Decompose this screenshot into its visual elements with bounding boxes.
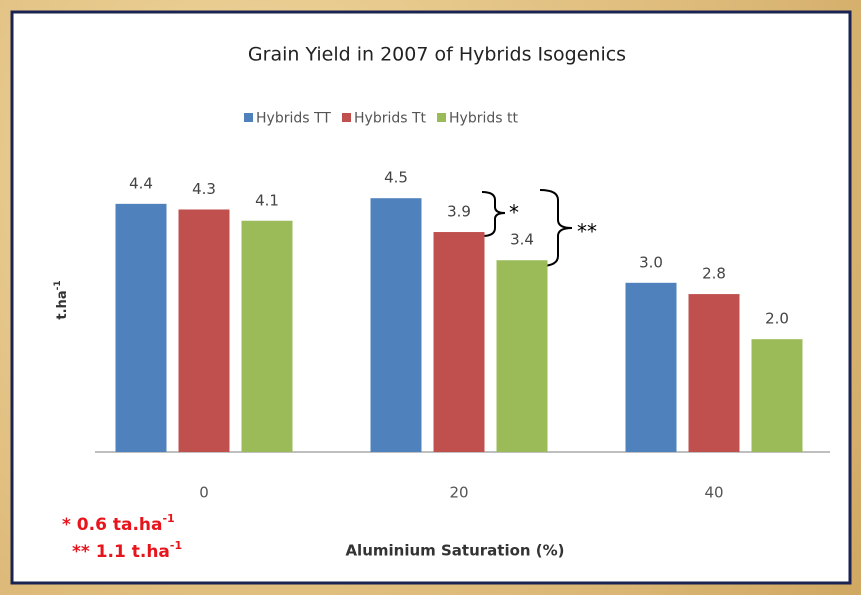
annotation: * 0.6 ta.ha-1 (62, 512, 175, 536)
data-label: 3.9 (447, 203, 471, 221)
annotation-text: * 0.6 ta.ha (62, 515, 162, 535)
y-axis-label: t.ha-1 (53, 280, 70, 319)
bar (370, 198, 422, 452)
annotation-sup: -1 (170, 539, 182, 552)
bar (688, 294, 740, 452)
data-label: 4.5 (384, 169, 408, 187)
legend-swatch (342, 113, 351, 122)
annotation-text: ** 1.1 t.ha (72, 542, 170, 562)
y-axis-label-sup: -1 (53, 280, 63, 290)
legend-swatch (244, 113, 253, 122)
x-axis-label: Aluminium Saturation (%) (345, 542, 564, 560)
bracket (539, 189, 573, 267)
legend-swatch (437, 113, 446, 122)
bar (496, 260, 548, 452)
data-label: 3.4 (510, 231, 534, 249)
data-label: 4.3 (192, 180, 216, 198)
data-label: 2.8 (702, 265, 726, 283)
bar (751, 339, 803, 452)
bar (115, 203, 167, 452)
x-tick-label: 0 (199, 484, 209, 502)
legend-label: Hybrids tt (449, 111, 518, 127)
data-label: 3.0 (639, 253, 663, 271)
y-axis-label-text: t.ha (55, 290, 70, 319)
bar (433, 232, 485, 452)
data-label: 4.1 (255, 191, 279, 209)
data-label: 2.0 (765, 310, 789, 328)
bar (241, 220, 293, 452)
legend-label: Hybrids Tt (354, 111, 427, 127)
x-tick-label: 40 (704, 484, 723, 502)
x-tick-label: 20 (449, 484, 468, 502)
annotation: ** 1.1 t.ha-1 (72, 539, 182, 563)
legend-label: Hybrids TT (256, 111, 331, 127)
bar (178, 209, 230, 452)
bracket (481, 191, 506, 237)
chart-title: Grain Yield in 2007 of Hybrids Isogenics (248, 44, 626, 66)
annotation-sup: -1 (162, 512, 174, 525)
data-label: 4.4 (129, 174, 153, 192)
bar (625, 282, 677, 452)
annotation: * (509, 201, 519, 225)
annotation: ** (577, 220, 597, 244)
